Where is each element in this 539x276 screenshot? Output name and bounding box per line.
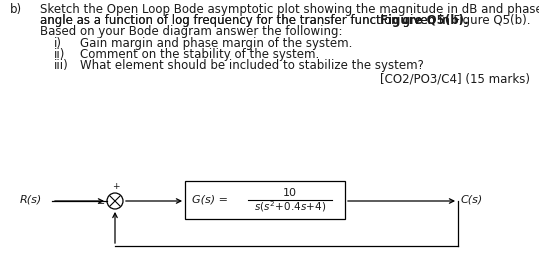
Bar: [185, 181, 345, 219]
Text: R(s): R(s): [20, 194, 42, 204]
Text: angle as a function of log frequency for the transfer function given in Figure Q: angle as a function of log frequency for…: [40, 14, 530, 27]
Text: angle as a function of log frequency for the transfer function given in: angle as a function of log frequency for…: [40, 14, 453, 27]
Text: b): b): [10, 3, 22, 16]
Text: Comment on the stability of the system.: Comment on the stability of the system.: [80, 48, 319, 61]
Text: What element should be included to stabilize the system?: What element should be included to stabi…: [80, 59, 424, 72]
Text: −: −: [97, 199, 105, 209]
Text: 10: 10: [283, 189, 297, 198]
Text: +: +: [112, 182, 120, 191]
Text: $s(s^2\!+\!0.4s\!+\!4)$: $s(s^2\!+\!0.4s\!+\!4)$: [254, 200, 326, 214]
Text: ii): ii): [54, 48, 65, 61]
Text: Sketch the Open Loop Bode asymptotic plot showing the magnitude in dB and phase: Sketch the Open Loop Bode asymptotic plo…: [40, 3, 539, 16]
Text: Figure Q5(b).: Figure Q5(b).: [380, 14, 468, 27]
Text: Gain margin and phase margin of the system.: Gain margin and phase margin of the syst…: [80, 37, 353, 50]
Text: iii): iii): [54, 59, 69, 72]
Text: Based on your Bode diagram answer the following:: Based on your Bode diagram answer the fo…: [40, 25, 342, 38]
Text: G(s) =: G(s) =: [192, 194, 228, 204]
Text: i): i): [54, 37, 62, 50]
Text: C(s): C(s): [461, 194, 483, 204]
Text: [CO2/PO3/C4] (15 marks): [CO2/PO3/C4] (15 marks): [380, 73, 530, 86]
